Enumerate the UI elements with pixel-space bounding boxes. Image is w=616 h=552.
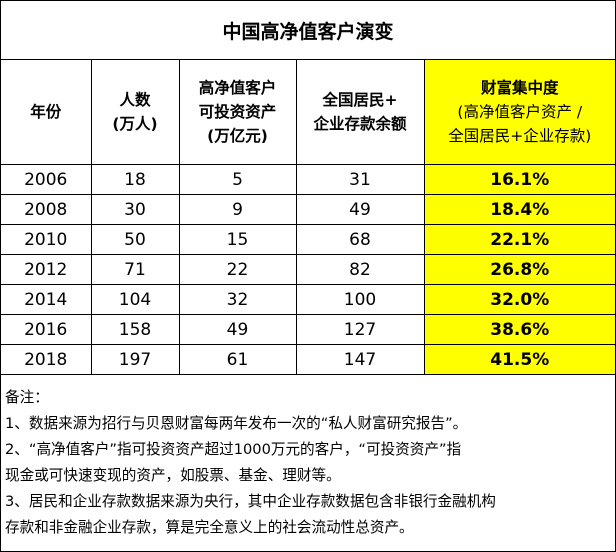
notes-heading: 备注： — [5, 389, 49, 406]
cell-people: 71 — [90, 254, 180, 285]
table-row: 2006 18 5 31 16.1% — [1, 164, 615, 195]
cell-people: 50 — [90, 224, 180, 255]
cell-concentration: 32.0% — [423, 284, 615, 315]
cell-deposits: 31 — [295, 164, 425, 195]
header-assets: 高净值客户 可投资资产 (万亿元) — [178, 60, 297, 165]
header-deposits: 全国居民+ 企业存款余额 — [295, 60, 425, 165]
cell-concentration: 16.1% — [423, 164, 615, 195]
cell-people: 104 — [90, 284, 180, 315]
cell-deposits: 68 — [295, 224, 425, 255]
data-table: 年份 人数 (万人) 高净值客户 可投资资产 (万亿元) 全国居民+ 企业存款余… — [1, 60, 615, 375]
cell-deposits: 49 — [295, 194, 425, 225]
table-row: 2008 30 9 49 18.4% — [1, 194, 615, 225]
cell-people: 30 — [90, 194, 180, 225]
cell-people: 158 — [90, 314, 180, 345]
cell-year: 2016 — [1, 314, 92, 345]
cell-concentration: 41.5% — [423, 344, 615, 375]
table-row: 2016 158 49 127 38.6% — [1, 314, 615, 345]
cell-deposits: 100 — [295, 284, 425, 315]
cell-year: 2010 — [1, 224, 92, 255]
cell-year: 2006 — [1, 164, 92, 195]
notes-section: 备注： 1、数据来源为招行与贝恩财富每两年发布一次的“私人财富研究报告”。 2、… — [5, 385, 611, 541]
table-row: 2018 197 61 147 41.5% — [1, 344, 615, 375]
cell-year: 2014 — [1, 284, 92, 315]
table-row: 2014 104 32 100 32.0% — [1, 284, 615, 315]
cell-people: 18 — [90, 164, 180, 195]
page-title: 中国高净值客户演变 — [1, 1, 615, 60]
note-line: 2、“高净值客户”指可投资资产超过1000万元的客户，“可投资资产”指 — [5, 441, 462, 458]
note-line: 现金或可快速变现的资产，如股票、基金、理财等。 — [5, 467, 341, 484]
note-line: 1、数据来源为招行与贝恩财富每两年发布一次的“私人财富研究报告”。 — [5, 415, 468, 432]
cell-assets: 61 — [178, 344, 297, 375]
cell-concentration: 22.1% — [423, 224, 615, 255]
cell-year: 2012 — [1, 254, 92, 285]
note-line: 存款和非金融企业存款，算是完全意义上的社会流动性总资产。 — [5, 519, 414, 536]
cell-assets: 32 — [178, 284, 297, 315]
cell-assets: 9 — [178, 194, 297, 225]
header-row: 年份 人数 (万人) 高净值客户 可投资资产 (万亿元) 全国居民+ 企业存款余… — [1, 60, 615, 165]
cell-assets: 22 — [178, 254, 297, 285]
header-people: 人数 (万人) — [90, 60, 180, 165]
cell-year: 2008 — [1, 194, 92, 225]
header-concentration: 财富集中度 (高净值客户资产 / 全国居民+企业存款) — [423, 60, 615, 165]
cell-deposits: 127 — [295, 314, 425, 345]
cell-year: 2018 — [1, 344, 92, 375]
cell-concentration: 26.8% — [423, 254, 615, 285]
cell-assets: 15 — [178, 224, 297, 255]
cell-deposits: 147 — [295, 344, 425, 375]
cell-people: 197 — [90, 344, 180, 375]
cell-concentration: 18.4% — [423, 194, 615, 225]
cell-assets: 5 — [178, 164, 297, 195]
cell-concentration: 38.6% — [423, 314, 615, 345]
note-line: 3、居民和企业存款数据来源为央行，其中企业存款数据包含非银行金融机构 — [5, 493, 496, 510]
cell-assets: 49 — [178, 314, 297, 345]
header-year: 年份 — [1, 60, 92, 165]
table-row: 2010 50 15 68 22.1% — [1, 224, 615, 255]
table-row: 2012 71 22 82 26.8% — [1, 254, 615, 285]
cell-deposits: 82 — [295, 254, 425, 285]
